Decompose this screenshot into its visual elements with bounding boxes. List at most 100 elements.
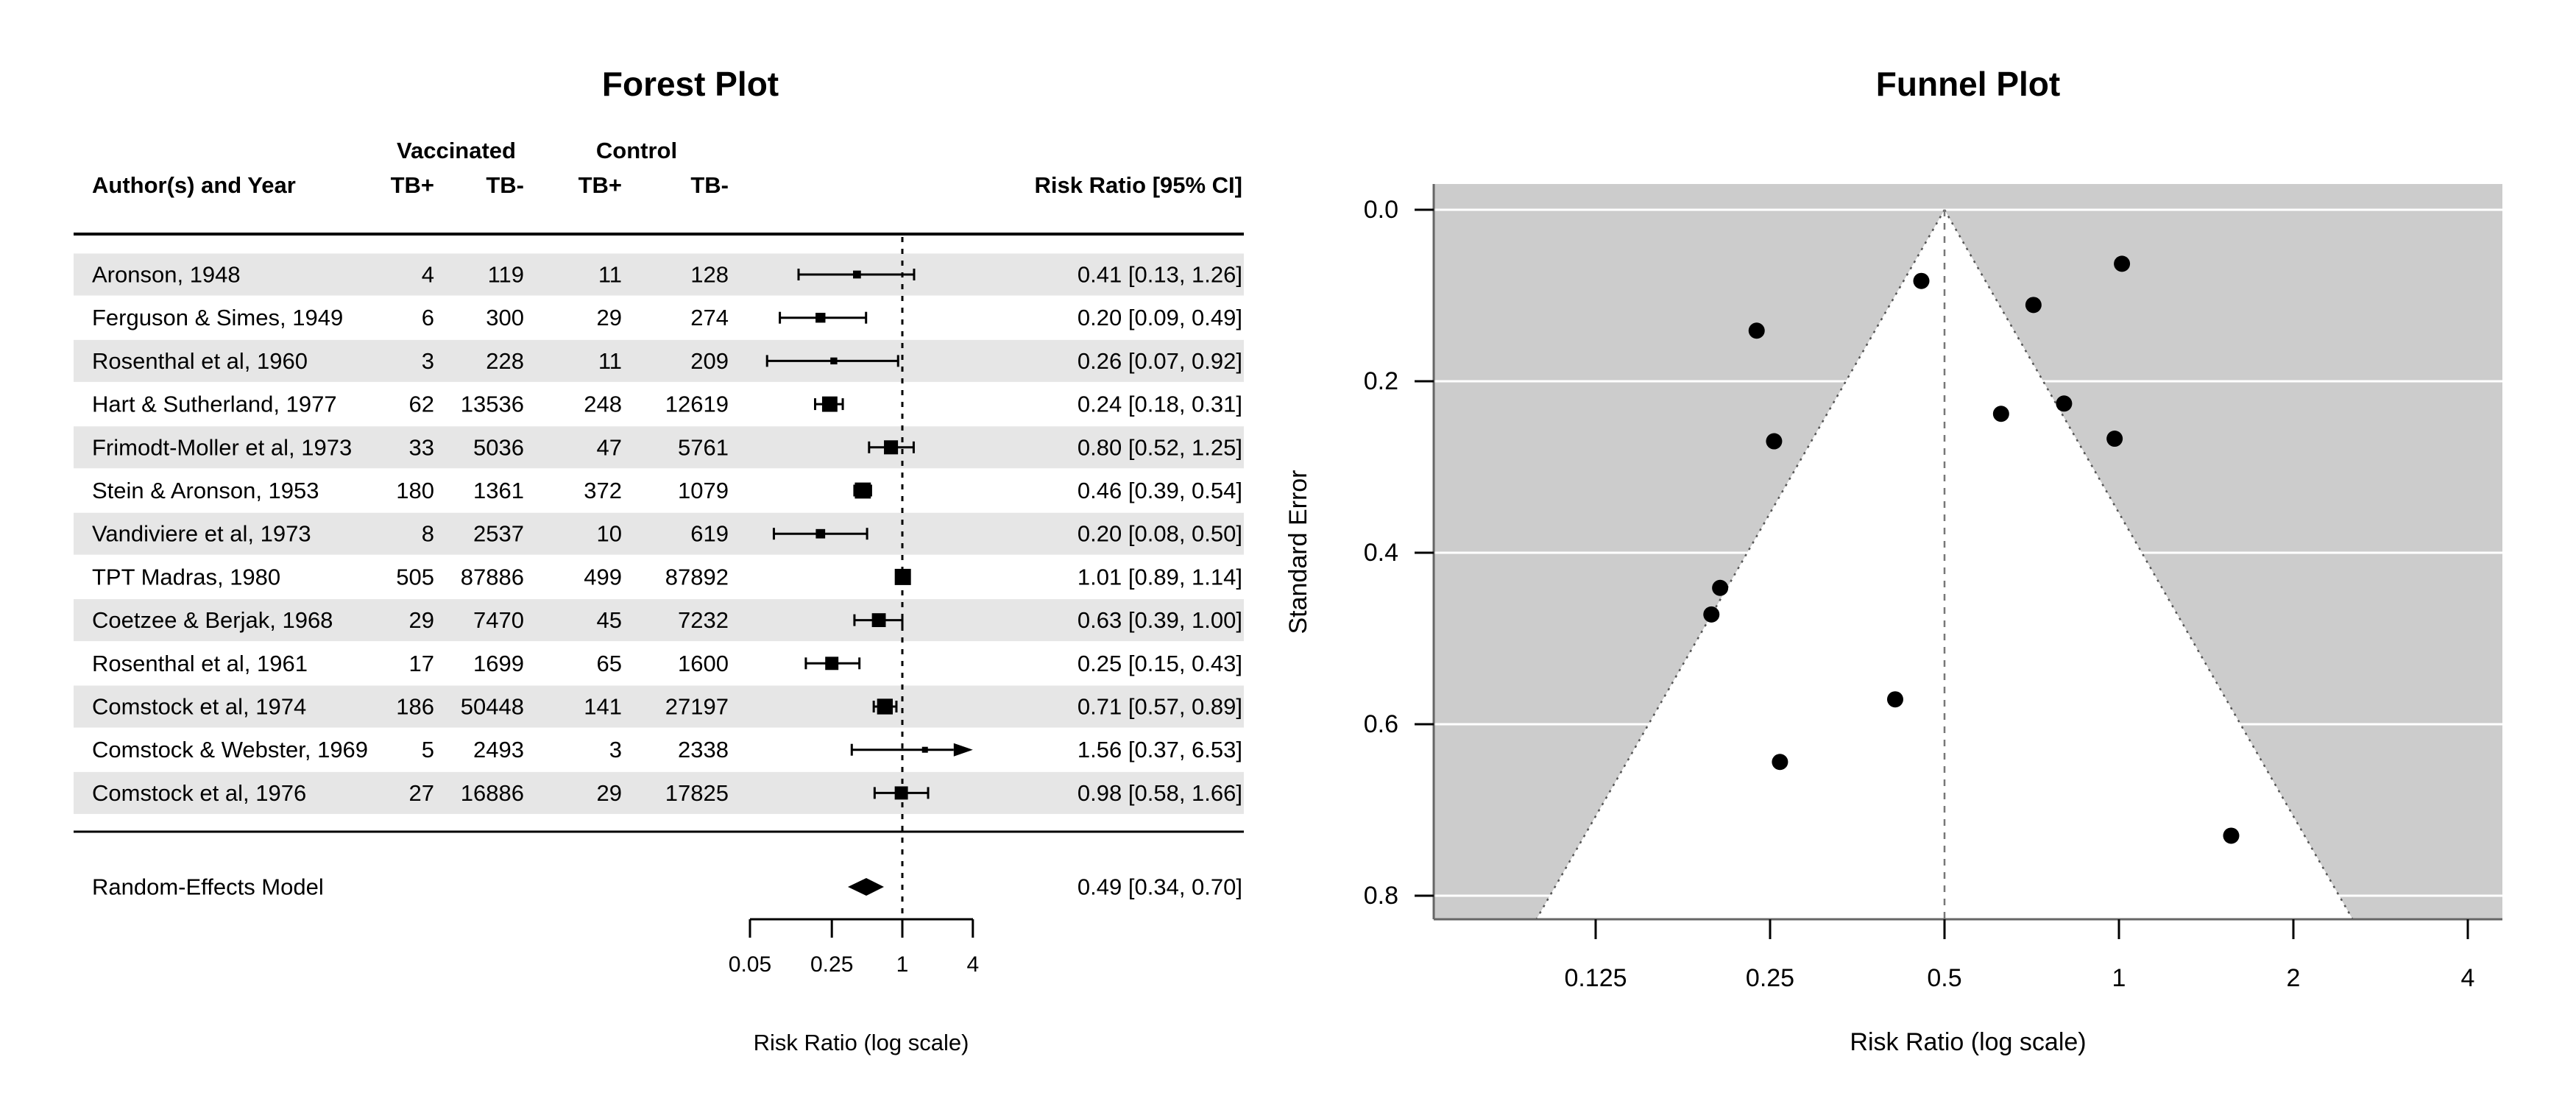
control-tbneg-value: 7232 <box>678 607 729 633</box>
table-row: Rosenthal et al, 1960 3 228 11 209 0.26 [0.07… <box>92 348 1242 374</box>
vaccinated-tbpos-value: 6 <box>422 305 434 330</box>
risk-ratio-ci-value: 0.80 [0.52, 1.25] <box>1078 434 1242 460</box>
risk-ratio-ci-value: 0.98 [0.58, 1.66] <box>1078 780 1242 806</box>
study-author-label: Frimodt-Moller et al, 1973 <box>92 434 352 460</box>
vaccinated-tbpos-value: 33 <box>409 434 434 460</box>
funnel-points <box>1703 255 2240 844</box>
vaccinated-tbneg-value: 1361 <box>473 478 524 503</box>
row-stripe <box>74 599 1244 642</box>
table-row: Aronson, 1948 4 119 11 128 0.41 [0.13, 1.26] <box>92 262 1242 288</box>
data-point <box>2056 395 2073 412</box>
effect-square <box>871 613 886 628</box>
vaccinated-tbpos-value: 4 <box>422 262 434 288</box>
row-stripe <box>74 426 1244 469</box>
risk-ratio-ci-value: 0.63 [0.39, 1.00] <box>1078 607 1242 633</box>
control-tbpos-value: 499 <box>584 564 622 590</box>
forest-title: Forest Plot <box>602 65 779 103</box>
vaccinated-tbpos-value: 17 <box>409 651 434 676</box>
vaccinated-tbneg-value: 228 <box>486 348 524 374</box>
table-row: Comstock et al, 1976 27 16886 29 17825 0.98 [… <box>92 780 1242 806</box>
control-tbpos-value: 3 <box>609 737 622 762</box>
row-stripe <box>74 512 1244 555</box>
control-tbpos-value: 141 <box>584 694 622 720</box>
vaccinated-tbpos-value: 3 <box>422 348 434 374</box>
study-author-label: Aronson, 1948 <box>92 262 241 288</box>
forest-column-header-tbpos-vaccinated: TB+ <box>391 172 434 198</box>
forest-x-axis-title: Risk Ratio (log scale) <box>754 1030 969 1055</box>
effect-square <box>877 698 893 715</box>
row-stripe <box>74 685 1244 728</box>
funnel-axis-ticks: 0.0 0.2 0.4 0.6 0.8 0.125 0.25 0.5 1 2 4 <box>1364 196 2475 992</box>
funnel-x-axis-title: Risk Ratio (log scale) <box>1850 1028 2086 1056</box>
forest-group-header-control: Control <box>596 138 677 163</box>
funnel-title: Funnel Plot <box>1876 65 2060 103</box>
control-tbpos-value: 45 <box>597 607 622 633</box>
forest-rows: Aronson, 1948 4 119 11 128 0.41 [0.13, 1.26] F… <box>92 262 1242 806</box>
forest-column-header-tbneg-control: TB- <box>690 172 729 198</box>
x-axis-tick-label: 1 <box>896 952 909 977</box>
risk-ratio-ci-value: 0.20 [0.08, 0.50] <box>1078 521 1242 547</box>
control-tbneg-value: 1600 <box>678 651 729 676</box>
effect-square <box>853 270 861 279</box>
data-point <box>1992 406 2009 422</box>
vaccinated-tbneg-value: 119 <box>488 262 524 288</box>
forest-x-axis: 0.05 0.25 1 4 Risk Ratio (log scale) <box>729 918 979 1055</box>
vaccinated-tbpos-value: 8 <box>422 521 434 547</box>
vaccinated-tbneg-value: 300 <box>486 305 524 330</box>
effect-square <box>825 657 839 670</box>
effect-square <box>815 312 826 323</box>
vaccinated-tbpos-value: 505 <box>396 564 434 590</box>
ci-arrowhead <box>953 743 973 757</box>
effect-square <box>884 440 899 455</box>
x-axis-tick-label: 1 <box>2112 964 2126 992</box>
x-axis-tick-label: 2 <box>2287 964 2301 992</box>
table-row: Hart & Sutherland, 1977 62 13536 248 12619 0.… <box>92 392 1242 417</box>
data-point <box>1772 754 1788 771</box>
control-tbneg-value: 17825 <box>665 780 729 806</box>
data-point <box>1766 433 1783 450</box>
table-row: Rosenthal et al, 1961 17 1699 65 1600 0.25 [0… <box>92 651 1242 676</box>
control-tbneg-value: 27197 <box>665 694 729 720</box>
data-point <box>1703 606 1720 623</box>
forest-panel: Forest Plot Vaccinated Control Author(s)… <box>74 65 1244 1055</box>
x-axis-tick-label: 0.25 <box>1746 964 1794 992</box>
x-axis-tick-label: 4 <box>2461 964 2475 992</box>
vaccinated-tbpos-value: 180 <box>396 478 434 503</box>
control-tbpos-value: 65 <box>597 651 622 676</box>
vaccinated-tbneg-value: 2493 <box>473 737 524 762</box>
table-row: Stein & Aronson, 1953 180 1361 372 1079 0.46 … <box>92 478 1242 503</box>
study-author-label: Comstock et al, 1976 <box>92 780 306 806</box>
table-row: Comstock & Webster, 1969 5 2493 3 2338 1.56 [… <box>92 737 1242 762</box>
control-tbpos-value: 11 <box>598 262 622 288</box>
x-axis-tick-label: 0.05 <box>729 952 771 977</box>
data-point <box>2223 827 2240 844</box>
control-tbpos-value: 47 <box>597 434 622 460</box>
risk-ratio-ci-value: 0.26 [0.07, 0.92] <box>1078 348 1242 374</box>
study-author-label: Rosenthal et al, 1960 <box>92 348 308 374</box>
forest-column-header-tbneg-vaccinated: TB- <box>486 172 524 198</box>
study-author-label: Rosenthal et al, 1961 <box>92 651 308 676</box>
data-point <box>2114 255 2131 272</box>
study-author-label: Comstock & Webster, 1969 <box>92 737 368 762</box>
control-tbneg-value: 12619 <box>665 392 729 417</box>
forest-column-header-tbpos-control: TB+ <box>578 172 622 198</box>
risk-ratio-ci-value: 0.25 [0.15, 0.43] <box>1078 651 1242 676</box>
table-row: Ferguson & Simes, 1949 6 300 29 274 0.20 [0.0… <box>92 305 1242 330</box>
data-point <box>1913 272 1930 289</box>
table-row: TPT Madras, 1980 505 87886 499 87892 1.01 [0.… <box>92 564 1242 590</box>
data-point <box>1712 579 1729 596</box>
control-tbneg-value: 1079 <box>678 478 729 503</box>
y-axis-tick-label: 0.8 <box>1364 882 1398 910</box>
study-author-label: Hart & Sutherland, 1977 <box>92 392 337 417</box>
forest-x-axis-ticks: 0.05 0.25 1 4 <box>729 919 979 977</box>
study-author-label: Stein & Aronson, 1953 <box>92 478 319 503</box>
x-axis-tick-label: 0.125 <box>1564 964 1627 992</box>
funnel-panel: Funnel Plot 0.0 0.2 0.4 0.6 0.8 0.125 0.25 0.5 1… <box>1284 65 2502 1056</box>
risk-ratio-ci-value: 0.46 [0.39, 0.54] <box>1078 478 1242 503</box>
effect-square <box>894 786 908 800</box>
effect-square <box>815 528 826 539</box>
study-author-label: Comstock et al, 1974 <box>92 694 306 720</box>
x-axis-tick-label: 4 <box>966 952 979 977</box>
table-row: Comstock et al, 1974 186 50448 141 27197 0.71… <box>92 694 1242 720</box>
